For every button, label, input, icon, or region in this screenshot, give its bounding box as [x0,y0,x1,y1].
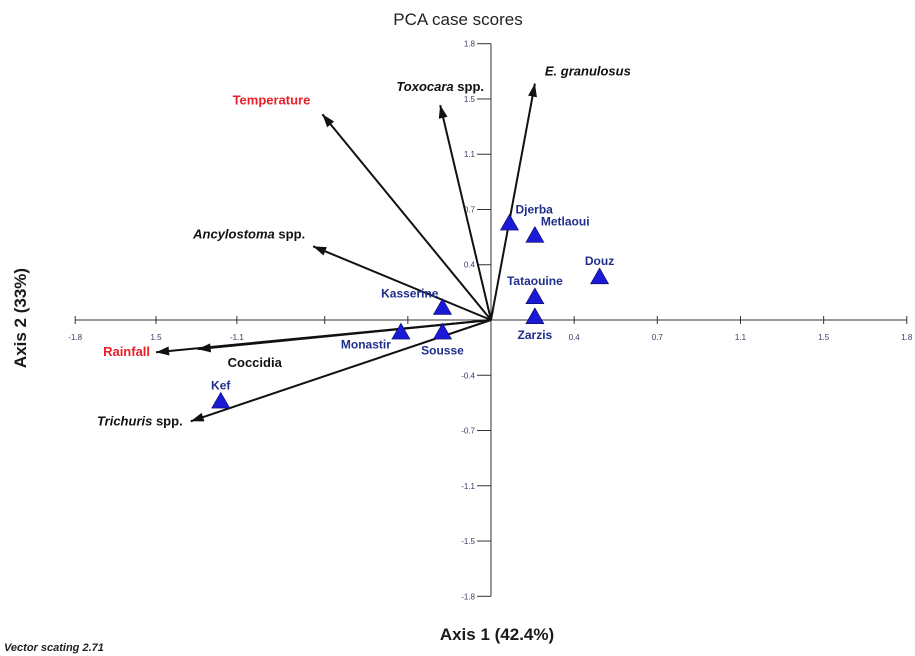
case-label: Tataouine [507,274,563,288]
y-axis-title: Axis 2 (33%) [11,268,30,368]
case-label: Metlaoui [541,215,590,229]
y-tick-label: 1.8 [464,40,476,49]
vector-line [312,245,492,321]
case-label: Zarzis [518,328,553,342]
triangle-marker [432,298,453,315]
vector-label: Temperature [233,92,311,107]
x-axis-title: Axis 1 (42.4%) [440,625,554,644]
vector-label: Coccidia [228,355,283,370]
case-tataouine: Tataouine [507,274,563,305]
y-tick-label: -1.5 [461,537,475,546]
triangle-marker [499,213,519,231]
case-metlaoui: Metlaoui [525,215,590,243]
vector-line [439,104,492,321]
triangle-marker [525,307,545,324]
case-label: Monastir [341,337,391,351]
vector-e-granulosus: E. granulosus [490,64,631,321]
vector-arrowhead [156,346,170,356]
x-tick-label: 1.1 [735,333,747,342]
vector-scaling-note: Vector scating 2.71 [4,642,104,654]
vector-arrowhead [313,246,327,256]
case-zarzis: Zarzis [518,307,553,342]
vector-arrowhead [322,114,335,128]
y-tick-label: -1.1 [461,482,475,491]
y-tick-label: -0.4 [461,371,475,380]
vector-arrowhead [197,343,212,353]
case-label: Kasserine [381,287,439,301]
vector-label: E. granulosus [545,64,631,79]
y-tick-label: 0.7 [464,205,476,214]
vector-temperature: Temperature [233,92,492,321]
x-tick-label: -1.1 [230,333,244,342]
vector-arrowhead [528,83,537,98]
vector-line [490,83,536,321]
x-tick-label: 0.4 [569,333,581,342]
case-kef: Kef [211,378,231,409]
x-tick-label: -1.8 [68,333,82,342]
vector-arrowhead [190,412,205,422]
x-tick-label: 0.7 [652,333,664,342]
triangle-marker [211,391,231,409]
case-sousse: Sousse [421,322,464,357]
x-tick-label: 1.8 [901,333,913,342]
vector-label: Trichuris spp. [97,413,183,428]
vector-label: Ancylostoma spp. [192,226,305,241]
case-kasserine: Kasserine [381,287,453,315]
variable-vectors: E. granulosus Toxocara spp. Temperature Anc… [97,64,631,429]
vector-coccidia: Coccidia [197,319,492,370]
chart-title: PCA case scores [393,10,522,29]
case-label: Kef [211,378,231,392]
triangle-marker [525,225,545,243]
y-tick-label: -1.8 [461,592,475,601]
case-djerba: Djerba [499,202,553,231]
vector-arrowhead [438,105,448,119]
y-tick-label: 1.5 [464,95,476,104]
triangle-marker [590,267,610,285]
vector-label: Rainfall [103,344,150,359]
case-label: Djerba [515,202,553,216]
vector-toxocara: Toxocara spp. [396,79,492,321]
y-tick-label: 0.4 [464,261,476,270]
case-label: Sousse [421,343,464,357]
triangle-marker [432,322,453,340]
vector-line [321,113,492,321]
x-tick-label: 1.5 [150,333,162,342]
case-douz: Douz [585,254,614,285]
y-tick-label: 1.1 [464,150,476,159]
case-monastir: Monastir [341,322,411,351]
vector-ancylostoma: Ancylostoma spp. [192,226,492,321]
triangle-marker [525,287,545,305]
y-tick-label: -0.7 [461,427,475,436]
case-label: Douz [585,254,614,268]
x-tick-label: 1.5 [818,333,830,342]
vector-label: Toxocara spp. [396,79,484,94]
triangle-marker [391,322,411,340]
